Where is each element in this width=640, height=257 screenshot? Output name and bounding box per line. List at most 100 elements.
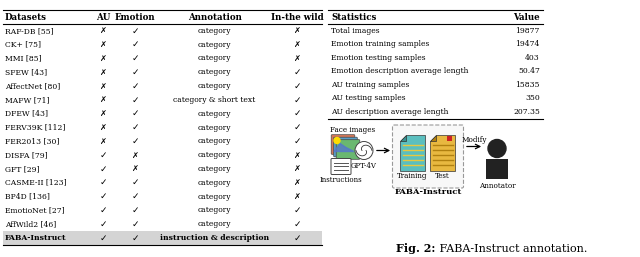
FancyBboxPatch shape <box>331 159 351 175</box>
Text: ✓: ✓ <box>131 82 139 91</box>
Text: GPT-4V: GPT-4V <box>351 162 377 170</box>
Text: Value: Value <box>513 13 540 22</box>
Text: ✓: ✓ <box>99 178 107 187</box>
Text: ✓: ✓ <box>293 233 301 242</box>
Text: category: category <box>198 137 231 145</box>
Text: ✓: ✓ <box>131 233 139 242</box>
Text: Fig. 2:: Fig. 2: <box>396 243 435 254</box>
Text: SFEW [43]: SFEW [43] <box>5 68 47 76</box>
Text: ✓: ✓ <box>131 26 139 35</box>
Text: ✗: ✗ <box>99 54 106 63</box>
Polygon shape <box>400 134 406 141</box>
Text: Annotation: Annotation <box>188 13 241 22</box>
Text: Face images: Face images <box>330 125 375 133</box>
Text: MAFW [71]: MAFW [71] <box>5 96 49 104</box>
Text: MMI [85]: MMI [85] <box>5 54 42 62</box>
Text: Emotion: Emotion <box>115 13 156 22</box>
Text: ✗: ✗ <box>294 164 301 173</box>
Text: 15835: 15835 <box>515 81 540 89</box>
Text: ✗: ✗ <box>294 26 301 35</box>
Text: Datasets: Datasets <box>5 13 47 22</box>
Text: AffWild2 [46]: AffWild2 [46] <box>5 220 56 228</box>
FancyBboxPatch shape <box>332 135 355 154</box>
Text: category: category <box>198 110 231 118</box>
Text: AffectNet [80]: AffectNet [80] <box>5 82 60 90</box>
Text: ✗: ✗ <box>294 151 301 160</box>
Circle shape <box>488 140 506 158</box>
Text: category: category <box>198 41 231 49</box>
Text: ✓: ✓ <box>293 206 301 215</box>
Text: ✓: ✓ <box>99 206 107 215</box>
Text: Emotion training samples: Emotion training samples <box>331 40 429 48</box>
Text: ✓: ✓ <box>131 137 139 146</box>
Text: ✗: ✗ <box>99 68 106 77</box>
Text: ✗: ✗ <box>99 137 106 146</box>
Text: EmotioNet [27]: EmotioNet [27] <box>5 206 65 214</box>
Text: Training: Training <box>397 172 428 180</box>
Text: ✓: ✓ <box>131 206 139 215</box>
FancyBboxPatch shape <box>392 125 463 188</box>
Text: 207.35: 207.35 <box>513 108 540 116</box>
Text: Emotion description average length: Emotion description average length <box>331 67 468 75</box>
Text: ✓: ✓ <box>293 68 301 77</box>
Text: ✓: ✓ <box>99 233 107 242</box>
Text: ✗: ✗ <box>131 164 138 173</box>
Text: 50.47: 50.47 <box>518 67 540 75</box>
Text: ✓: ✓ <box>131 40 139 49</box>
Text: ✓: ✓ <box>131 178 139 187</box>
Text: FABA-Instruct: FABA-Instruct <box>5 234 67 242</box>
Text: ✓: ✓ <box>99 164 107 173</box>
Text: DISFA [79]: DISFA [79] <box>5 151 47 159</box>
Text: ✗: ✗ <box>99 109 106 118</box>
Polygon shape <box>334 143 354 151</box>
Text: ✓: ✓ <box>293 123 301 132</box>
Text: ✗: ✗ <box>99 123 106 132</box>
Bar <box>3 231 322 245</box>
Text: Statistics: Statistics <box>331 13 376 22</box>
Text: category & short text: category & short text <box>173 96 255 104</box>
Text: ✗: ✗ <box>99 40 106 49</box>
Text: 19474: 19474 <box>516 40 540 48</box>
Text: instruction & description: instruction & description <box>160 234 269 242</box>
Text: GFT [29]: GFT [29] <box>5 165 40 173</box>
Polygon shape <box>430 134 436 141</box>
Text: FABA-Instruct: FABA-Instruct <box>394 188 461 197</box>
Text: FERV39K [112]: FERV39K [112] <box>5 124 65 132</box>
Text: category: category <box>198 206 231 214</box>
Text: category: category <box>198 220 231 228</box>
Text: ✓: ✓ <box>293 219 301 228</box>
Text: category: category <box>198 179 231 187</box>
Text: ✗: ✗ <box>294 192 301 201</box>
FancyBboxPatch shape <box>333 137 357 157</box>
Text: ✓: ✓ <box>99 192 107 201</box>
Text: Instructions: Instructions <box>320 176 362 183</box>
Text: ✓: ✓ <box>99 219 107 228</box>
Text: ✗: ✗ <box>131 151 138 160</box>
Text: ✗: ✗ <box>99 26 106 35</box>
Bar <box>486 159 508 179</box>
Text: RAF-DB [55]: RAF-DB [55] <box>5 27 54 35</box>
Text: ✓: ✓ <box>131 219 139 228</box>
Text: category: category <box>198 165 231 173</box>
Text: ✓: ✓ <box>131 95 139 104</box>
Text: AU description average length: AU description average length <box>331 108 449 116</box>
Text: ✓: ✓ <box>131 123 139 132</box>
FancyBboxPatch shape <box>336 140 360 159</box>
Text: Modify: Modify <box>461 136 487 144</box>
Text: Test: Test <box>435 172 450 180</box>
Text: ✓: ✓ <box>293 137 301 146</box>
Text: CK+ [75]: CK+ [75] <box>5 41 41 49</box>
Text: ✗: ✗ <box>99 82 106 91</box>
Text: ✓: ✓ <box>293 95 301 104</box>
Text: In-the wild: In-the wild <box>271 13 323 22</box>
Text: FER2013 [30]: FER2013 [30] <box>5 137 60 145</box>
Text: AU testing samples: AU testing samples <box>331 94 406 102</box>
Text: ✗: ✗ <box>294 40 301 49</box>
Text: category: category <box>198 82 231 90</box>
Text: Total images: Total images <box>331 27 380 35</box>
Text: ✗: ✗ <box>99 95 106 104</box>
Text: ✓: ✓ <box>131 54 139 63</box>
Text: Annotator: Annotator <box>479 181 515 189</box>
Text: category: category <box>198 151 231 159</box>
Text: category: category <box>198 68 231 76</box>
